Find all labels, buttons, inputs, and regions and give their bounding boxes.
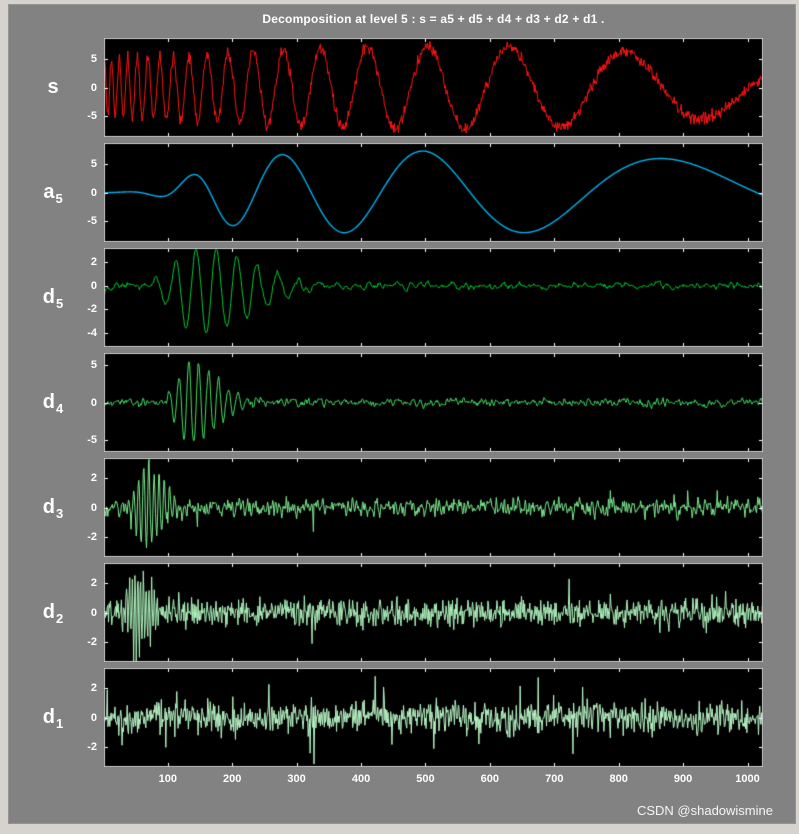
s-plot-canvas bbox=[104, 38, 763, 137]
y-tick-label: -5 bbox=[87, 110, 97, 123]
panel-label-text: d bbox=[42, 601, 55, 623]
panel-row-d3: d 3 2 0 -2 bbox=[9, 458, 795, 557]
x-axis-labels: 100 200 300 400 500 600 700 800 900 1000 bbox=[9, 773, 795, 789]
y-tick-label: -2 bbox=[87, 303, 97, 316]
watermark: CSDN @shadowismine bbox=[636, 803, 773, 818]
y-tick-label: 0 bbox=[90, 186, 97, 199]
d5-plot-canvas bbox=[104, 248, 763, 347]
y-tick-label: -5 bbox=[87, 434, 97, 446]
y-tick-label: 5 bbox=[90, 359, 97, 371]
panel-label-subscript: 4 bbox=[55, 401, 64, 416]
panel-row-d2: d 2 2 0 -2 bbox=[9, 563, 795, 662]
y-tick-label: 0 bbox=[90, 81, 97, 94]
y-tick-label: 0 bbox=[90, 501, 97, 514]
y-tick-label: -4 bbox=[87, 326, 97, 339]
a5-plot-canvas bbox=[104, 143, 763, 242]
panel-row-d5: d 5 2 0 -2 -4 bbox=[9, 248, 795, 347]
y-tick-label: 0 bbox=[90, 396, 97, 409]
panel-row-d4: d 4 5 0 -5 bbox=[9, 353, 795, 452]
panel-label-subscript: 5 bbox=[55, 191, 63, 206]
panel-label-subscript: 3 bbox=[55, 506, 64, 521]
panel-row-s: s 5 0 -5 bbox=[9, 38, 795, 137]
decomposition-panels: s 5 0 -5 a 5 5 0 -5 d 5 2 0 -2 -4 d 4 5 0 -5 d 3 2 0 -2 d 2 2 0 -2 d 1 2… bbox=[9, 38, 795, 767]
y-tick-label: 2 bbox=[90, 682, 97, 695]
panel-label-text: d bbox=[42, 496, 55, 518]
d4-plot-canvas bbox=[104, 353, 763, 452]
y-tick-label: 2 bbox=[90, 472, 97, 485]
panel-label-text: s bbox=[47, 76, 59, 98]
x-tick-label: 100 bbox=[158, 773, 177, 785]
y-tick-label: 2 bbox=[90, 256, 97, 269]
panel-label-text: d bbox=[42, 391, 55, 413]
panel-row-d1: d 1 2 0 -2 bbox=[9, 668, 795, 767]
x-tick-label: 400 bbox=[351, 773, 371, 785]
d3-plot-canvas bbox=[104, 458, 763, 557]
d2-plot-canvas bbox=[104, 563, 763, 662]
panel-label-subscript: 2 bbox=[55, 611, 64, 626]
x-tick-label: 200 bbox=[223, 773, 242, 785]
d1-plot-canvas bbox=[104, 668, 763, 767]
x-tick-label: 600 bbox=[480, 773, 500, 785]
y-tick-label: -2 bbox=[87, 530, 97, 543]
panel-label-text: a bbox=[43, 181, 55, 203]
x-tick-label: 1000 bbox=[735, 773, 760, 785]
y-tick-label: 5 bbox=[90, 52, 97, 65]
y-tick-label: 0 bbox=[90, 606, 97, 619]
x-tick-label: 700 bbox=[545, 773, 564, 785]
panel-label-text: d bbox=[42, 286, 55, 308]
panel-label-text: d bbox=[42, 706, 55, 728]
y-tick-label: 2 bbox=[90, 577, 97, 590]
y-tick-label: 5 bbox=[90, 157, 97, 170]
figure-title: Decomposition at level 5 : s = a5 + d5 +… bbox=[262, 12, 605, 26]
y-tick-label: -2 bbox=[87, 740, 97, 753]
y-tick-label: -5 bbox=[87, 215, 97, 228]
y-tick-label: 0 bbox=[90, 279, 97, 292]
y-tick-label: -2 bbox=[87, 635, 97, 648]
figure-background: Decomposition at level 5 : s = a5 + d5 +… bbox=[8, 4, 796, 824]
x-tick-label: 900 bbox=[673, 773, 693, 785]
panel-label-subscript: 1 bbox=[55, 716, 64, 731]
x-tick-label: 800 bbox=[609, 773, 628, 785]
x-tick-label: 300 bbox=[287, 773, 306, 785]
panel-label-s: s bbox=[17, 38, 89, 137]
panel-row-a5: a 5 5 0 -5 bbox=[9, 143, 795, 242]
panel-label-subscript: 5 bbox=[55, 296, 64, 311]
y-tick-label: 0 bbox=[90, 711, 97, 724]
x-tick-label: 500 bbox=[416, 773, 435, 785]
